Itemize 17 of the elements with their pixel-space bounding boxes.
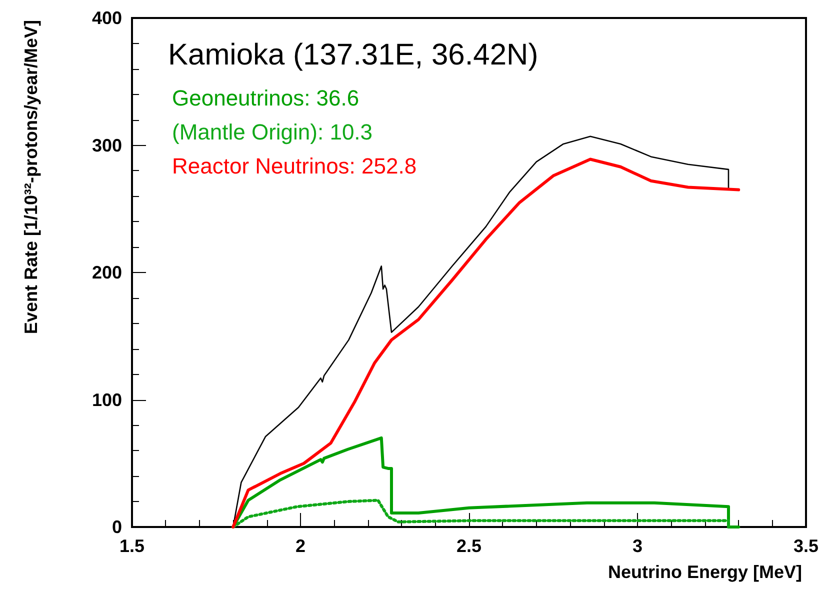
x-tick-label: 3 [632,536,643,556]
x-tick-label: 2 [295,536,306,556]
text: (Mantle Origin): 10.3 [172,120,373,144]
text: Reactor Neutrinos: 252.8 [172,154,417,178]
y-tick-label: 200 [92,262,122,282]
text: Kamioka (137.31E, 36.42N) [168,38,538,72]
x-tick-label: 3.5 [793,536,819,556]
x-tick-label: 1.5 [119,536,145,556]
y-axis-title: Event Rate [1/10³²-protons/year/MeV] [21,20,41,334]
text: Geoneutrinos: 36.6 [172,86,360,110]
x-axis-title: Neutrino Energy [MeV] [608,562,802,582]
y-tick-label: 300 [92,135,122,156]
y-tick-label: 400 [92,8,122,28]
y-tick-label: 0 [112,517,122,537]
x-tick-label: 2.5 [456,536,482,556]
line-series [232,498,730,528]
y-tick-label: 100 [92,390,122,410]
